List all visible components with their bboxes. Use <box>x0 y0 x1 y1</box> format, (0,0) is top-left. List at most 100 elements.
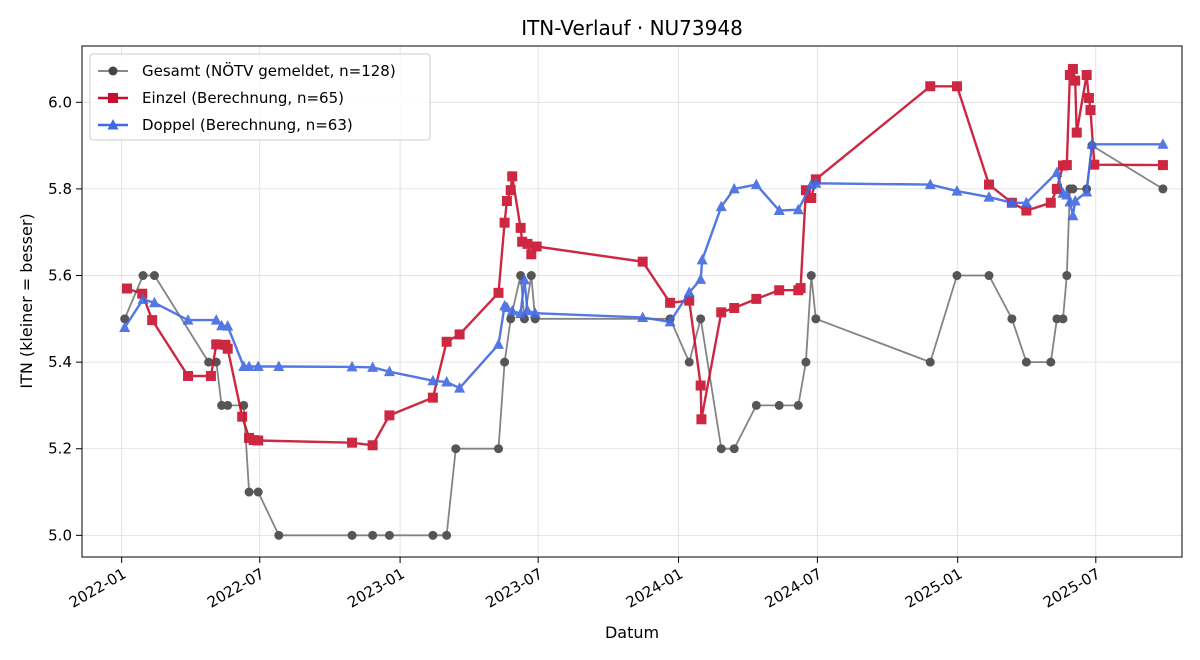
data-point <box>515 307 527 319</box>
data-point <box>715 200 727 212</box>
data-point <box>1158 184 1168 194</box>
data-point <box>1021 357 1031 367</box>
data-point <box>793 400 803 410</box>
data-point <box>716 444 726 454</box>
legend-label: Einzel (Berechnung, n=65) <box>142 89 344 107</box>
data-point <box>696 253 708 265</box>
data-point <box>499 217 510 228</box>
data-point <box>800 185 811 196</box>
data-point <box>494 444 504 454</box>
data-point <box>428 530 438 540</box>
data-point <box>506 305 518 316</box>
data-point <box>728 182 740 194</box>
data-point <box>806 271 816 281</box>
data-point <box>222 320 234 331</box>
y-tick-label: 5.6 <box>48 267 72 285</box>
data-point <box>211 339 222 350</box>
data-point <box>1045 197 1056 208</box>
data-point <box>138 271 148 281</box>
data-point <box>1007 314 1017 324</box>
data-point <box>223 400 233 410</box>
data-point <box>1046 357 1056 367</box>
data-point <box>120 314 130 324</box>
data-point <box>1086 138 1098 149</box>
y-tick-label: 5.4 <box>48 353 72 371</box>
data-point <box>183 370 194 381</box>
plot-frame <box>81 45 1183 558</box>
data-point <box>664 315 676 327</box>
data-point <box>529 307 541 318</box>
data-point <box>695 380 706 391</box>
data-point <box>1071 127 1082 138</box>
data-point <box>368 530 378 540</box>
data-point <box>716 307 727 318</box>
data-point <box>204 357 214 367</box>
data-point <box>951 185 963 196</box>
legend-label: Gesamt (NÖTV gemeldet, n=128) <box>142 61 396 80</box>
data-point <box>810 177 822 188</box>
data-point <box>505 185 516 196</box>
data-point <box>441 336 452 347</box>
data-point <box>518 273 530 285</box>
data-point <box>1058 314 1068 324</box>
data-point <box>1083 92 1094 103</box>
data-point <box>441 376 453 387</box>
data-point <box>442 530 452 540</box>
y-tick-label: 5.8 <box>48 180 72 198</box>
data-point <box>531 241 542 252</box>
legend-marker <box>108 93 118 103</box>
legend-label: Doppel (Berechnung, n=63) <box>142 116 353 134</box>
data-point <box>1067 63 1078 74</box>
data-point <box>637 311 649 323</box>
data-point <box>1020 196 1032 208</box>
data-point <box>244 487 254 497</box>
data-point <box>1157 138 1169 149</box>
legend-entry: Doppel (Berechnung, n=63) <box>98 116 353 134</box>
data-point <box>1067 209 1079 221</box>
data-point <box>984 179 995 190</box>
data-point <box>273 360 285 371</box>
data-point <box>984 271 994 281</box>
data-point <box>1070 75 1081 86</box>
chart-title: ITN-Verlauf · NU73948 <box>521 16 743 40</box>
data-point <box>384 410 395 421</box>
data-point <box>684 357 694 367</box>
data-point <box>1064 70 1075 81</box>
data-point <box>253 487 263 497</box>
data-point <box>501 301 513 313</box>
data-point <box>243 360 255 371</box>
y-axis-label: ITN (kleiner = besser) <box>17 213 36 388</box>
legend-entry: Gesamt (NÖTV gemeldet, n=128) <box>98 61 396 80</box>
data-point <box>222 343 233 354</box>
y-axis: 5.0 5.2 5.4 5.6 5.8 6.0 <box>48 93 82 544</box>
data-point <box>506 314 516 324</box>
data-point <box>182 314 194 325</box>
data-point <box>695 273 707 284</box>
legend-marker <box>108 66 118 76</box>
data-point <box>346 360 358 372</box>
data-point <box>806 193 817 204</box>
data-point <box>774 285 785 296</box>
data-point <box>522 238 533 249</box>
data-point <box>252 360 264 371</box>
y-tick-label: 6.0 <box>48 93 72 111</box>
data-point <box>521 304 533 316</box>
data-point <box>500 357 510 367</box>
legend-entry: Einzel (Berechnung, n=65) <box>98 89 344 107</box>
data-point <box>696 414 707 425</box>
data-point <box>237 411 248 422</box>
data-point <box>454 382 466 393</box>
data-point <box>515 222 526 233</box>
data-point <box>148 296 160 308</box>
data-point <box>149 271 159 281</box>
data-point <box>811 314 821 324</box>
series-2 <box>122 63 1168 451</box>
data-point <box>1081 185 1093 197</box>
data-point <box>501 196 512 207</box>
data-point <box>795 283 806 294</box>
data-point <box>637 256 648 267</box>
series-3 <box>119 138 1169 393</box>
data-point <box>925 357 935 367</box>
data-point <box>983 191 995 202</box>
data-point <box>801 357 811 367</box>
